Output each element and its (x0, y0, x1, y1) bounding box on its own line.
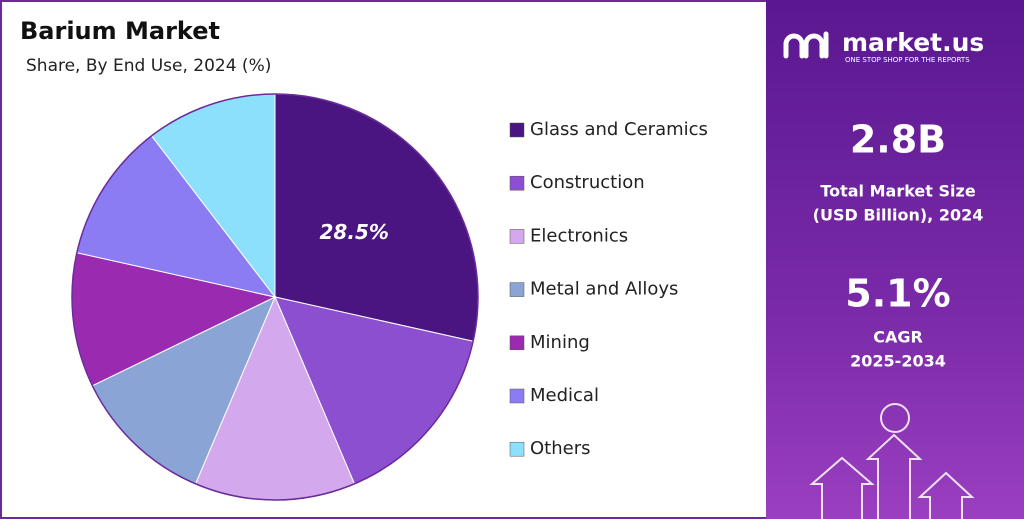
chart-title: Barium Market (20, 17, 220, 45)
legend-label: Medical (530, 385, 599, 406)
legend-label: Construction (530, 172, 645, 193)
pie-outline (71, 93, 479, 501)
brand: market.us (842, 28, 984, 57)
legend-label: Others (530, 438, 591, 459)
legend-swatch (509, 282, 525, 297)
legend-swatch (509, 175, 525, 191)
side-panel (766, 0, 1024, 519)
market-size: 2.8B (850, 118, 946, 162)
legend-swatch (509, 388, 525, 404)
legend-swatch (509, 335, 525, 351)
legend-swatch (509, 229, 525, 244)
legend-label: Metal and Alloys (530, 279, 678, 300)
legend-swatch (509, 441, 525, 457)
cagr-label: 2025-2034 (850, 352, 946, 371)
cagr: 5.1% (845, 272, 950, 316)
cagr-label: CAGR (873, 328, 923, 347)
chart-subtitle: Share, By End Use, 2024 (%) (26, 56, 271, 76)
data-label: 28.5% (320, 220, 389, 244)
market-size-label: Total Market Size (820, 182, 975, 201)
legend-label: Glass and Ceramics (530, 119, 708, 140)
tagline: ONE STOP SHOP FOR THE REPORTS (845, 56, 970, 64)
logo (783, 31, 829, 59)
market-size-label: (USD Billion), 2024 (813, 206, 984, 225)
legend-swatch (509, 122, 525, 138)
legend-label: Electronics (530, 225, 628, 246)
legend-label: Mining (530, 332, 590, 353)
arrows-icon (809, 403, 975, 519)
